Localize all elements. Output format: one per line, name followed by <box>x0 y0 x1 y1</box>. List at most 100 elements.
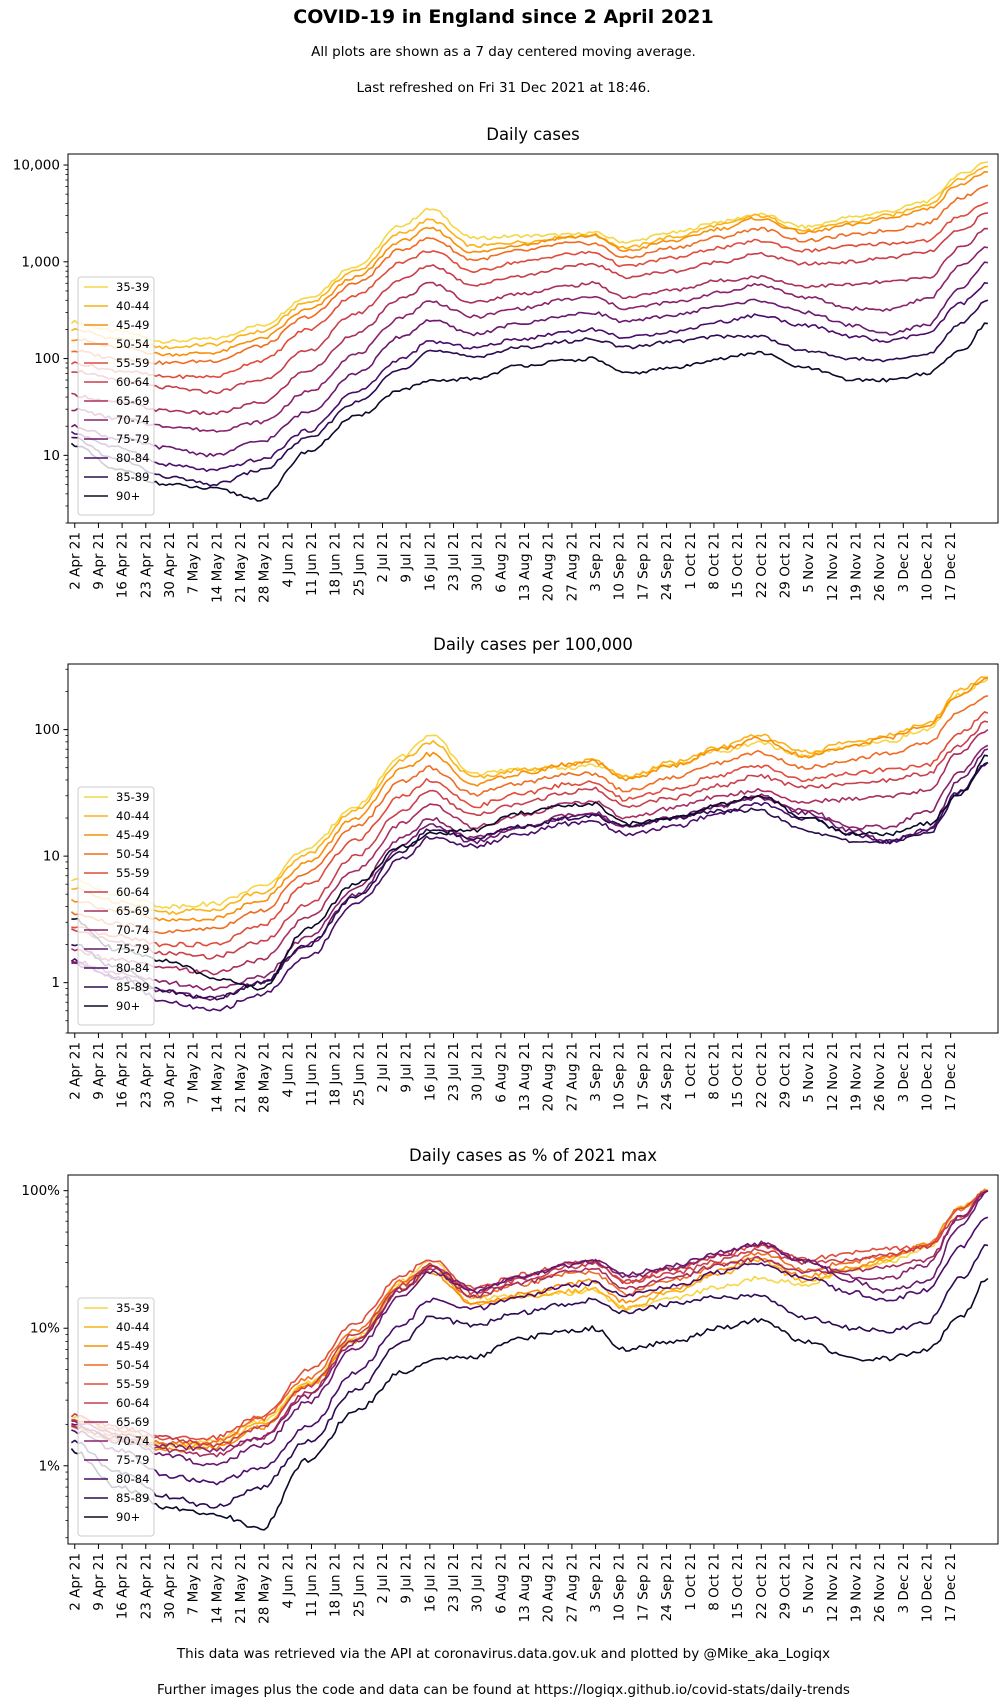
x-tick-label: 9 Jul 21 <box>399 1042 415 1093</box>
legend-label: 70-74 <box>116 923 149 937</box>
series-line-80-84 <box>70 761 989 1012</box>
x-tick-label: 18 Jun 21 <box>328 532 344 596</box>
x-tick-label: 10 Sep 21 <box>612 532 628 600</box>
x-tick-label: 28 May 21 <box>257 1553 273 1624</box>
x-tick-label: 3 Sep 21 <box>588 1042 604 1102</box>
page-title: COVID-19 in England since 2 April 2021 <box>293 6 714 28</box>
x-tick-label: 5 Nov 21 <box>801 1553 817 1614</box>
x-tick-label: 24 Sep 21 <box>659 1553 675 1621</box>
y-tick-label: 100 <box>34 351 60 367</box>
x-tick-label: 2 Jul 21 <box>375 1553 391 1604</box>
series-line-50-54 <box>70 1189 988 1446</box>
x-tick-label: 16 Jul 21 <box>422 1553 438 1612</box>
footer-source: This data was retrieved via the API at c… <box>176 1646 831 1662</box>
x-tick-label: 15 Oct 21 <box>730 532 746 598</box>
legend-box <box>77 276 155 516</box>
x-tick-label: 15 Oct 21 <box>730 1553 746 1619</box>
x-tick-label: 27 Aug 21 <box>564 532 580 601</box>
x-tick-label: 20 Aug 21 <box>541 1553 557 1622</box>
x-tick-label: 11 Jun 21 <box>304 1553 320 1617</box>
chart-daily-cases: Daily cases 10 100 1,000 10,000 2 Apr 21 9 Apr… <box>13 125 999 603</box>
x-tick-label: 4 Jun 21 <box>280 1042 296 1097</box>
y-tick-label: 100% <box>21 1183 60 1199</box>
x-tick-label: 2 Jul 21 <box>375 532 391 583</box>
x-tick-label: 13 Aug 21 <box>517 532 533 601</box>
x-tick-label: 26 Nov 21 <box>872 1042 888 1111</box>
legend-label: 75-79 <box>116 1453 149 1467</box>
x-tick-label: 10 Sep 21 <box>612 1553 628 1621</box>
x-tick-label: 10 Dec 21 <box>919 532 935 601</box>
x-tick-label: 22 Oct 21 <box>754 1042 770 1108</box>
series-line-65-69 <box>71 227 988 416</box>
legend-label: 40-44 <box>116 809 149 823</box>
series-line-90 <box>71 754 989 991</box>
x-tick-label: 12 Nov 21 <box>825 532 841 601</box>
legend-label: 70-74 <box>116 413 149 427</box>
x-tick-label: 17 Sep 21 <box>635 1042 651 1110</box>
series-line-75-79 <box>70 261 989 458</box>
y-tick-label: 1 <box>51 975 60 991</box>
x-tick-label: 4 Jun 21 <box>280 532 296 587</box>
x-tick-label: 17 Dec 21 <box>943 1553 959 1622</box>
x-tick-label: 2 Apr 21 <box>67 532 83 590</box>
x-tick-label: 22 Oct 21 <box>754 1553 770 1619</box>
x-tick-label: 27 Aug 21 <box>564 1553 580 1622</box>
x-tick-label: 1 Oct 21 <box>683 532 699 590</box>
legend-label: 75-79 <box>116 942 149 956</box>
x-tick-label: 30 Jul 21 <box>470 1553 486 1612</box>
x-tick-label: 13 Aug 21 <box>517 1042 533 1111</box>
legend-label: 90+ <box>116 1510 140 1524</box>
series-lines <box>70 676 989 1012</box>
x-tick-label: 9 Apr 21 <box>91 1553 107 1611</box>
legend-label: 60-64 <box>116 375 149 389</box>
legend-label: 50-54 <box>116 337 149 351</box>
x-tick-label: 30 Apr 21 <box>162 1042 178 1108</box>
x-tick-label: 8 Oct 21 <box>706 1042 722 1100</box>
x-tick-label: 16 Apr 21 <box>115 1553 131 1619</box>
legend-label: 50-54 <box>116 1358 149 1372</box>
x-tick-label: 30 Jul 21 <box>470 1042 486 1101</box>
series-line-60-64 <box>71 212 989 395</box>
legend-label: 60-64 <box>116 1396 149 1410</box>
x-tick-label: 27 Aug 21 <box>564 1042 580 1111</box>
series-line-75-79 <box>71 1190 989 1467</box>
x-tick-label: 23 Jul 21 <box>446 532 462 591</box>
y-tick-label: 10,000 <box>13 158 60 174</box>
x-tick-label: 10 Sep 21 <box>612 1042 628 1110</box>
legend-label: 85-89 <box>116 1491 149 1505</box>
x-tick-label: 9 Apr 21 <box>91 532 107 590</box>
x-tick-label: 12 Nov 21 <box>825 1553 841 1622</box>
series-line-45-49 <box>71 1188 989 1453</box>
legend-label: 45-49 <box>116 828 149 842</box>
series-line-65-69 <box>71 728 989 976</box>
series-line-35-39 <box>70 161 989 344</box>
series-line-55-59 <box>71 711 989 948</box>
series-line-55-59 <box>71 1190 989 1441</box>
x-tick-label: 24 Sep 21 <box>659 1042 675 1110</box>
x-tick-label: 14 May 21 <box>209 1042 225 1113</box>
x-tick-label: 6 Aug 21 <box>493 532 509 593</box>
chart-daily-cases-pct-max: Daily cases as % of 2021 max 1% 10% 100% 2 A… <box>21 1146 999 1624</box>
x-tick-label: 1 Oct 21 <box>683 1042 699 1100</box>
chart-title: Daily cases as % of 2021 max <box>409 1146 657 1165</box>
legend-label: 90+ <box>116 999 140 1013</box>
x-tick-label: 5 Nov 21 <box>801 532 817 593</box>
x-tick-label: 6 Aug 21 <box>493 1042 509 1103</box>
series-line-80-84 <box>70 282 989 472</box>
series-line-60-64 <box>71 720 989 960</box>
x-tick-label: 5 Nov 21 <box>801 1042 817 1103</box>
legend: 35-39 40-44 45-49 50-54 55-59 60-64 65-69 70-74… <box>77 276 155 516</box>
legend: 35-39 40-44 45-49 50-54 55-59 60-64 65-69 70-74… <box>77 786 155 1026</box>
legend-label: 35-39 <box>116 1301 149 1315</box>
legend-label: 55-59 <box>116 356 149 370</box>
x-tick-label: 11 Jun 21 <box>304 1042 320 1106</box>
series-lines <box>70 1188 989 1531</box>
legend-label: 45-49 <box>116 318 149 332</box>
refresh-note: Last refreshed on Fri 31 Dec 2021 at 18:… <box>356 80 651 96</box>
legend-label: 70-74 <box>116 1434 149 1448</box>
x-tick-label: 22 Oct 21 <box>754 532 770 598</box>
x-tick-label: 4 Jun 21 <box>280 1553 296 1608</box>
x-tick-label: 23 Jul 21 <box>446 1553 462 1612</box>
x-tick-label: 30 Apr 21 <box>162 532 178 598</box>
x-tick-label: 16 Apr 21 <box>115 1042 131 1108</box>
